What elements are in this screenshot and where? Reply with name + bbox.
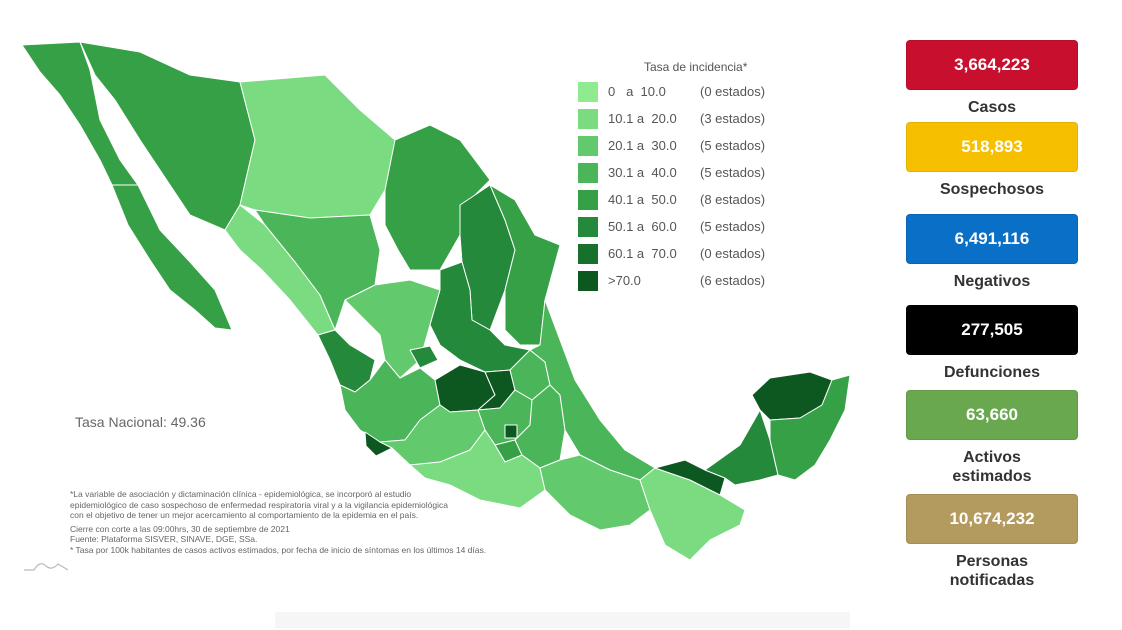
notified-label: Personas notificadas <box>949 553 1035 589</box>
legend-item: 20.1 a 30.0 (5 estados) <box>578 132 798 159</box>
notified-stat: 10,674,232 Personas notificadas <box>906 494 1078 590</box>
footnotes: *La variable de asociación y dictaminaci… <box>70 489 540 555</box>
source-line: Fuente: Plataforma SISVER, SINAVE, DGE, … <box>70 534 258 544</box>
legend-item: 10.1 a 20.0 (3 estados) <box>578 105 798 132</box>
legend-count: (5 estados) <box>700 219 766 234</box>
legend-swatch <box>578 216 598 237</box>
legend-title: Tasa de incidencia* <box>644 60 748 74</box>
legend-range: 60.1 a 70.0 <box>608 246 677 261</box>
mexico-choropleth-map <box>21 41 851 561</box>
state-region <box>704 409 779 486</box>
legend-range: 10.1 a 20.0 <box>608 111 677 126</box>
state-region <box>409 345 439 369</box>
deaths-stat: 277,505 Defunciones <box>906 305 1078 382</box>
legend-item: >70.0 (6 estados) <box>578 267 798 294</box>
deaths-label: Defunciones <box>943 364 1040 381</box>
legend-count: (0 estados) <box>700 246 766 261</box>
legend-swatch <box>578 270 598 291</box>
legend-swatch <box>578 135 598 156</box>
national-rate: Tasa Nacional: 49.36 <box>75 414 206 430</box>
logo-icon <box>24 563 68 571</box>
state-region <box>239 74 401 219</box>
legend-item: 30.1 a 40.0 (5 estados) <box>578 159 798 186</box>
legend-range: >70.0 <box>608 273 641 288</box>
cutoff-date: Cierre con corte a las 09:00hrs, 30 de s… <box>70 523 290 534</box>
legend-count: (0 estados) <box>700 84 766 99</box>
deaths-value: 277,505 <box>906 305 1078 355</box>
legend-range: 50.1 a 60.0 <box>608 219 677 234</box>
legend-item: 40.1 a 50.0 (8 estados) <box>578 186 798 213</box>
legend-item: 50.1 a 60.0 (5 estados) <box>578 213 798 240</box>
notified-value: 10,674,232 <box>906 494 1078 544</box>
legend-item: 60.1 a 70.0 (0 estados) <box>578 240 798 267</box>
bottom-strip <box>275 612 850 628</box>
legend-count: (3 estados) <box>700 111 766 126</box>
active-value: 63,660 <box>906 390 1078 440</box>
legend-swatch <box>578 162 598 183</box>
cases-value: 3,664,223 <box>906 40 1078 90</box>
footnote-line: epidemiológico de caso sospechoso de enf… <box>70 499 448 510</box>
cases-stat: 3,664,223 Casos <box>906 40 1078 117</box>
state-region <box>364 431 393 457</box>
legend-count: (8 estados) <box>700 192 766 207</box>
state-region <box>769 374 851 481</box>
state-region <box>409 429 546 509</box>
footnote-line: * Tasa por 100k habitantes de casos acti… <box>70 544 487 555</box>
negatives-stat: 6,491,116 Negativos <box>906 214 1078 291</box>
legend-count: (5 estados) <box>700 165 766 180</box>
state-region <box>111 184 233 331</box>
active-stat: 63,660 Activos estimados <box>906 390 1078 486</box>
legend-range: 30.1 a 40.0 <box>608 165 677 180</box>
legend-swatch <box>578 243 598 264</box>
negatives-value: 6,491,116 <box>906 214 1078 264</box>
legend-range: 40.1 a 50.0 <box>608 192 677 207</box>
suspects-stat: 518,893 Sospechosos <box>906 122 1078 199</box>
footnote-line: *La variable de asociación y dictaminaci… <box>70 489 412 499</box>
legend-swatch <box>578 189 598 210</box>
suspects-label: Sospechosos <box>939 181 1045 198</box>
legend-range: 0 a 10.0 <box>608 84 666 99</box>
state-region <box>504 424 518 439</box>
legend-range: 20.1 a 30.0 <box>608 138 677 153</box>
legend-count: (5 estados) <box>700 138 766 153</box>
state-region <box>514 384 566 469</box>
incidence-legend: Tasa de incidencia* 0 a 10.0 (0 estados)… <box>578 60 798 294</box>
negatives-label: Negativos <box>953 273 1031 290</box>
legend-item: 0 a 10.0 (0 estados) <box>578 78 798 105</box>
active-label: Activos estimados <box>952 449 1032 485</box>
footnote-line: con el objetivo de tener un mejor acerca… <box>70 510 419 520</box>
legend-count: (6 estados) <box>700 273 766 288</box>
legend-swatch <box>578 81 598 102</box>
state-region <box>489 184 561 346</box>
legend-swatch <box>578 108 598 129</box>
cases-label: Casos <box>967 99 1017 116</box>
suspects-value: 518,893 <box>906 122 1078 172</box>
map-panel: Tasa de incidencia* 0 a 10.0 (0 estados)… <box>21 41 851 571</box>
